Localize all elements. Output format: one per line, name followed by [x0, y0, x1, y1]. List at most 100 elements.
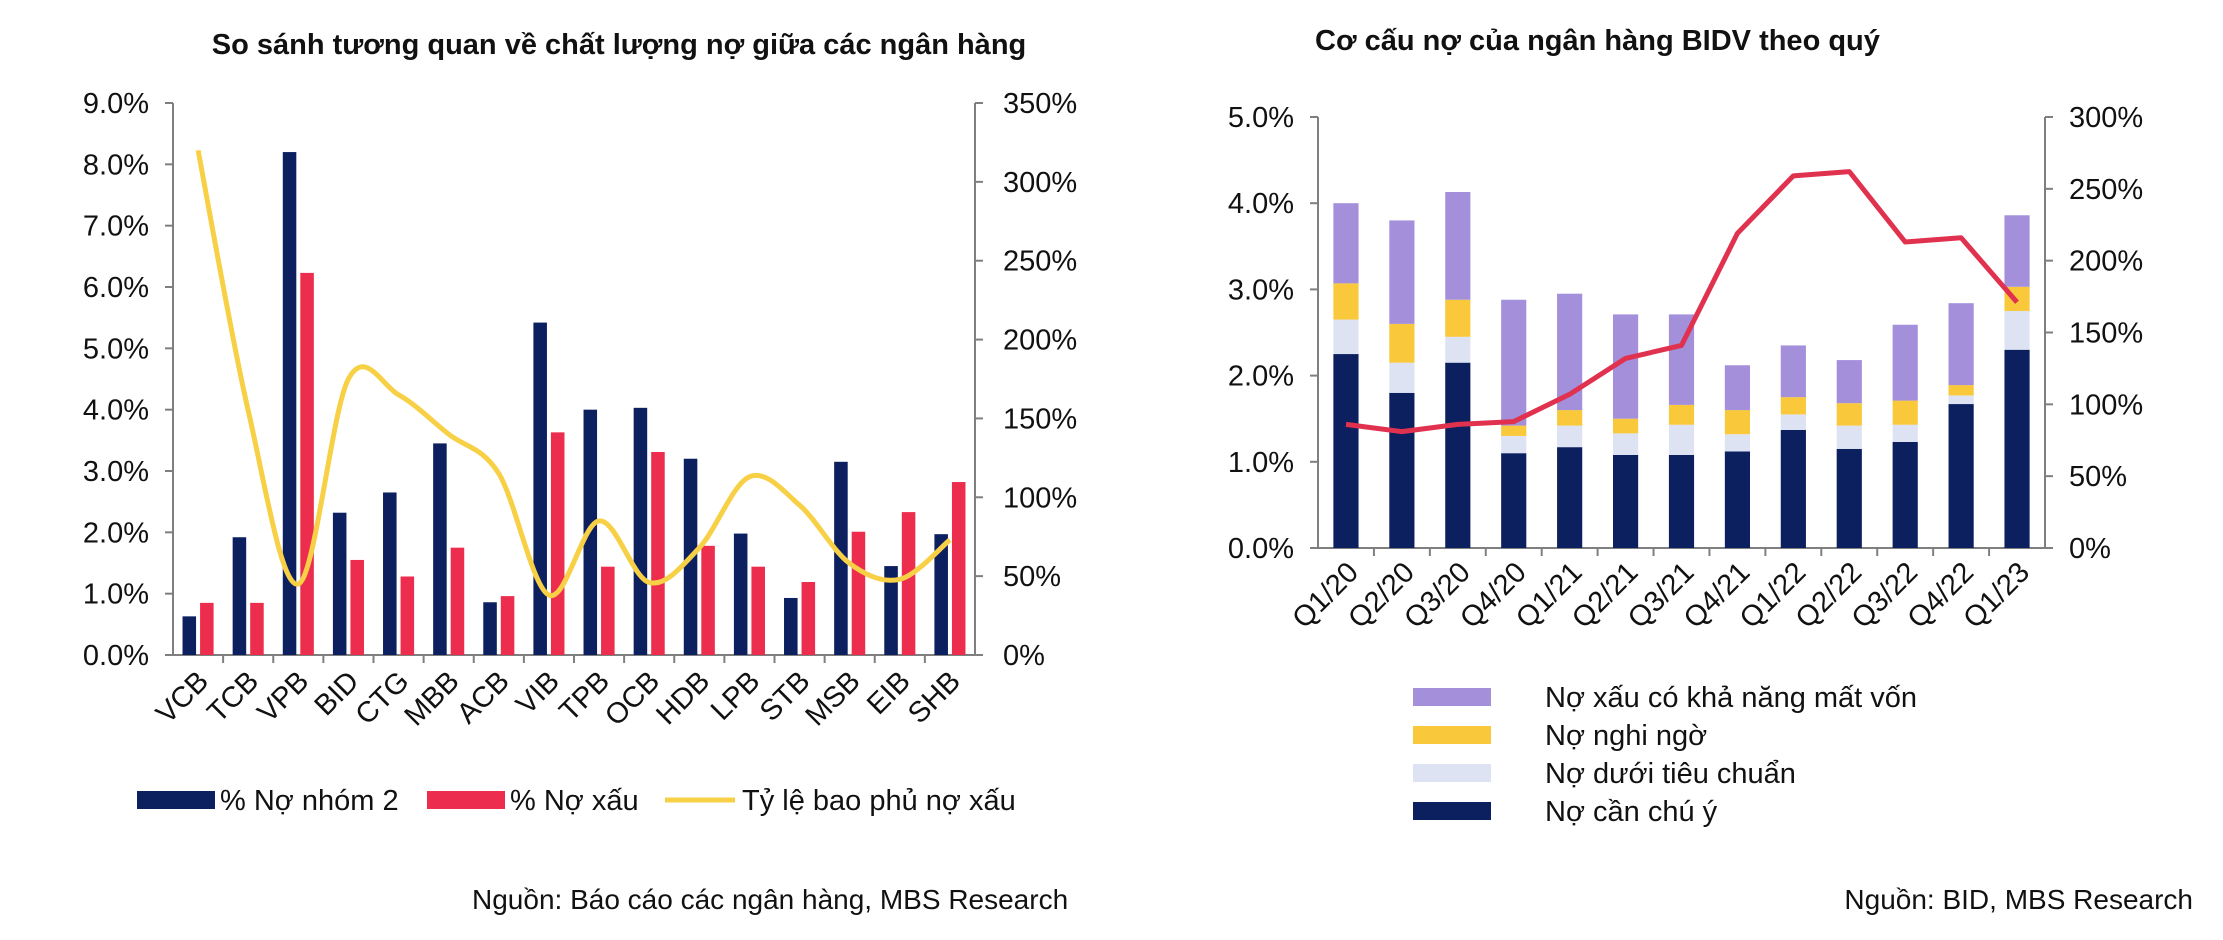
chart2-bar-segment-0: [1724, 451, 1751, 548]
chart2-bar-segment-2: [1780, 397, 1806, 415]
chart1-bar-no-nhom-2: [332, 512, 347, 655]
chart1-legend-label-ty-le: Tỷ lệ bao phủ nợ xấu: [742, 785, 1016, 817]
chart1-bar-no-nhom-2: [383, 492, 397, 655]
chart1-x-tick-label: MSB: [800, 665, 867, 732]
chart2-bar-segment-0: [1333, 354, 1359, 548]
chart2-bar-segment-0: [1445, 362, 1471, 548]
chart2-bar-segment-2: [1333, 283, 1359, 320]
chart2-bar-segment-3: [1501, 299, 1527, 426]
chart1-x-tick-label: ACB: [451, 665, 516, 730]
chart2-legend-label: Nợ cần chú ý: [1545, 796, 1718, 828]
chart1-x-tick-label: CTG: [350, 665, 416, 731]
chart2-bar-segment-3: [1892, 324, 1918, 401]
chart2-legend-swatch: [1413, 688, 1491, 706]
chart2-bar-segment-0: [1892, 441, 1918, 548]
chart2-line-ty-le-bao-phu: [1345, 169, 2019, 435]
chart1-legend-label-no-nhom-2: % Nợ nhóm 2: [220, 785, 399, 817]
chart1-bar-no-xau: [550, 432, 565, 655]
chart2-bar-segment-3: [1445, 191, 1471, 300]
chart1-bar-no-xau: [450, 547, 465, 655]
chart1-bar-no-xau: [651, 451, 665, 655]
chart1-left-tick-label: 1.0%: [83, 579, 149, 611]
chart2-bar-segment-2: [1445, 299, 1471, 337]
chart2-bar-segment-2: [1892, 400, 1918, 425]
chart2-bar-segment-0: [1948, 404, 1974, 548]
chart2-bar-segment-1: [1557, 425, 1583, 448]
chart1-bar-no-xau: [901, 512, 916, 655]
chart2-legend-label: Nợ xấu có khả năng mất vốn: [1545, 682, 1917, 714]
chart1-legend-swatch-no-xau: [427, 791, 505, 809]
chart2-bar-segment-0: [1668, 454, 1695, 548]
chart1-bar-no-nhom-2: [282, 152, 297, 656]
chart2-bar-segment-1: [1333, 319, 1359, 355]
chart1-bar-no-nhom-2: [182, 616, 197, 655]
chart2-bar-segment-0: [1557, 447, 1583, 548]
chart2-bar-segment-1: [1501, 435, 1527, 454]
chart1-right-tick-label: 100%: [1003, 482, 1077, 514]
chart2-title: Cơ cấu nợ của ngân hàng BIDV theo quý: [1315, 25, 1880, 57]
chart2-bar-segment-3: [1333, 203, 1359, 284]
chart2-bar-segment-3: [1948, 303, 1974, 386]
chart2-bar-segment-1: [1612, 433, 1639, 455]
chart2-legend-label: Nợ nghi ngờ: [1545, 720, 1707, 752]
chart1-right-tick-label: 350%: [1003, 88, 1077, 120]
chart1-bar-no-xau: [250, 602, 264, 655]
chart2-bar-segment-1: [1780, 414, 1806, 430]
chart1-bar-no-xau: [601, 566, 615, 655]
source-note-left: Nguồn: Báo cáo các ngân hàng, MBS Resear…: [472, 884, 1069, 915]
chart2-bar-segment-0: [1780, 429, 1806, 548]
chart1-line-ty-le-bao-phu: [195, 149, 952, 598]
chart2-right-tick-label: 200%: [2069, 246, 2143, 278]
chart1-bar-no-nhom-2: [633, 407, 648, 655]
chart1-left-tick-label: 6.0%: [83, 272, 149, 304]
chart1-left-tick-label: 0.0%: [83, 640, 149, 672]
chart2-bar-segment-3: [1780, 345, 1806, 398]
chart2-bar-segment-3: [2004, 215, 2030, 287]
chart1-right-tick-label: 50%: [1003, 561, 1061, 593]
chart1-x-tick-label: VPB: [252, 665, 316, 729]
chart2-bar-segment-2: [1724, 410, 1751, 435]
chart1-bar-no-nhom-2: [533, 322, 547, 655]
chart1-bar-no-nhom-2: [232, 537, 247, 655]
chart2-bar-segment-1: [1724, 434, 1751, 452]
chart1-right-tick-label: 250%: [1003, 246, 1077, 278]
chart1-legend-swatch-no-nhom-2: [137, 791, 215, 809]
chart1-x-tick-label: VCB: [150, 665, 215, 730]
chart1-x-tick-label: HDB: [650, 665, 716, 731]
chart1-bar-no-xau: [851, 531, 866, 655]
chart2-legend-swatch: [1413, 802, 1491, 820]
chart1-right-tick-label: 0%: [1003, 640, 1045, 672]
chart2-bar-segment-0: [1389, 392, 1415, 548]
chart1-bar-no-xau: [400, 576, 415, 655]
chart2-bar-segment-3: [1389, 220, 1415, 324]
chart2-legend-swatch: [1413, 764, 1491, 782]
chart1-bar-no-nhom-2: [884, 566, 898, 655]
chart2-legend-label: Nợ dưới tiêu chuẩn: [1545, 758, 1796, 790]
chart1-right-tick-label: 150%: [1003, 403, 1077, 435]
chart1-x-tick-label: TCB: [201, 665, 265, 729]
chart2-bar-segment-0: [1501, 453, 1527, 548]
chart2-bar-segment-1: [1892, 424, 1918, 442]
chart1-bar-no-nhom-2: [483, 602, 497, 655]
chart2-bar-segment-2: [1612, 418, 1639, 434]
chart2-bar-segment-1: [1445, 336, 1471, 363]
chart2-bar-segment-3: [1724, 365, 1751, 411]
chart2-bar-segment-0: [1836, 448, 1862, 548]
chart1-bar-no-xau: [300, 272, 314, 655]
chart1-title: So sánh tương quan về chất lượng nợ giữa…: [212, 29, 1027, 61]
chart2-bar-segment-1: [1948, 395, 1974, 405]
chart1-x-tick-label: SHB: [902, 665, 967, 730]
chart2-bar-segment-1: [1836, 425, 1862, 449]
chart2-left-tick-label: 1.0%: [1228, 447, 1294, 479]
chart1-bar-no-nhom-2: [433, 443, 447, 655]
chart2-right-tick-label: 150%: [2069, 318, 2143, 350]
chart1-x-tick-label: LPB: [705, 665, 766, 726]
chart1-left-tick-label: 4.0%: [83, 395, 149, 427]
chart1-x-tick-label: MBB: [399, 665, 466, 732]
chart1-bar-no-xau: [500, 596, 515, 655]
chart2-bar-segment-2: [1668, 404, 1695, 425]
chart1-bar-no-xau: [350, 559, 364, 655]
chart2-left-tick-label: 3.0%: [1228, 274, 1294, 306]
chart1-legend-label-no-xau: % Nợ xấu: [510, 785, 639, 817]
